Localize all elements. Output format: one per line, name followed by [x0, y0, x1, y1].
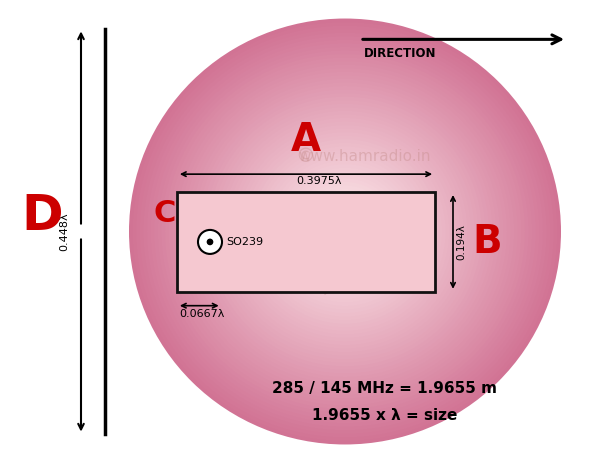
Ellipse shape	[194, 82, 496, 381]
Ellipse shape	[172, 61, 518, 402]
Ellipse shape	[169, 57, 521, 406]
Ellipse shape	[323, 210, 367, 253]
Text: Dec. 2013: Dec. 2013	[318, 236, 408, 298]
Circle shape	[198, 230, 222, 254]
Ellipse shape	[259, 146, 431, 317]
Ellipse shape	[291, 178, 399, 285]
Ellipse shape	[233, 121, 457, 342]
Ellipse shape	[165, 54, 525, 409]
Text: 0.0667λ: 0.0667λ	[179, 309, 224, 319]
Ellipse shape	[161, 50, 529, 413]
Ellipse shape	[280, 168, 410, 295]
Text: DIRECTION: DIRECTION	[364, 47, 437, 60]
Ellipse shape	[334, 221, 356, 242]
Ellipse shape	[219, 107, 471, 356]
Circle shape	[208, 239, 212, 244]
Text: A: A	[291, 121, 321, 159]
Ellipse shape	[212, 100, 478, 363]
Text: C: C	[154, 200, 176, 228]
Text: 285 / 145 MHz = 1.9655 m: 285 / 145 MHz = 1.9655 m	[272, 381, 497, 395]
Bar	[177, 192, 435, 292]
Ellipse shape	[313, 200, 377, 263]
Text: 1.9655 x λ = size: 1.9655 x λ = size	[313, 407, 458, 423]
Ellipse shape	[331, 217, 359, 246]
Ellipse shape	[273, 161, 417, 302]
Text: B: B	[472, 223, 502, 261]
Ellipse shape	[295, 182, 395, 281]
Text: D: D	[21, 193, 63, 240]
Ellipse shape	[237, 125, 453, 338]
Ellipse shape	[284, 171, 406, 292]
Text: www.hamradio.in: www.hamradio.in	[299, 150, 431, 164]
Ellipse shape	[183, 72, 507, 391]
Ellipse shape	[320, 206, 370, 257]
Ellipse shape	[205, 93, 485, 370]
Ellipse shape	[262, 150, 428, 313]
Ellipse shape	[215, 104, 475, 359]
Ellipse shape	[226, 114, 464, 349]
Ellipse shape	[147, 36, 543, 427]
Ellipse shape	[140, 29, 550, 434]
Ellipse shape	[269, 157, 421, 306]
Ellipse shape	[151, 40, 539, 423]
Ellipse shape	[190, 79, 500, 384]
Text: 0.3975λ: 0.3975λ	[296, 176, 341, 186]
Ellipse shape	[143, 33, 547, 430]
Ellipse shape	[133, 22, 557, 441]
Ellipse shape	[305, 193, 385, 270]
Ellipse shape	[266, 153, 424, 310]
Text: ©: ©	[295, 147, 315, 167]
Ellipse shape	[223, 111, 467, 352]
Text: 0.194λ: 0.194λ	[456, 224, 466, 260]
Ellipse shape	[136, 25, 554, 438]
Ellipse shape	[309, 196, 381, 267]
Text: 0.448λ: 0.448λ	[59, 212, 69, 251]
Ellipse shape	[241, 129, 449, 334]
Ellipse shape	[158, 47, 532, 416]
Ellipse shape	[251, 139, 439, 324]
Ellipse shape	[187, 75, 503, 388]
Ellipse shape	[244, 132, 446, 331]
Ellipse shape	[208, 97, 482, 366]
Ellipse shape	[277, 164, 413, 299]
Ellipse shape	[341, 228, 349, 235]
Ellipse shape	[197, 86, 493, 377]
Ellipse shape	[248, 136, 442, 327]
Ellipse shape	[316, 203, 374, 260]
Ellipse shape	[302, 189, 388, 274]
Ellipse shape	[255, 143, 435, 320]
Text: VU3NSH: VU3NSH	[287, 202, 387, 272]
Ellipse shape	[338, 225, 352, 238]
Ellipse shape	[154, 44, 536, 419]
Ellipse shape	[327, 214, 363, 249]
Ellipse shape	[201, 89, 489, 374]
Ellipse shape	[298, 185, 392, 278]
Ellipse shape	[287, 175, 403, 288]
Ellipse shape	[176, 65, 514, 398]
Ellipse shape	[230, 118, 460, 345]
Text: SO239: SO239	[226, 237, 263, 247]
Ellipse shape	[179, 68, 511, 395]
Ellipse shape	[129, 19, 561, 444]
